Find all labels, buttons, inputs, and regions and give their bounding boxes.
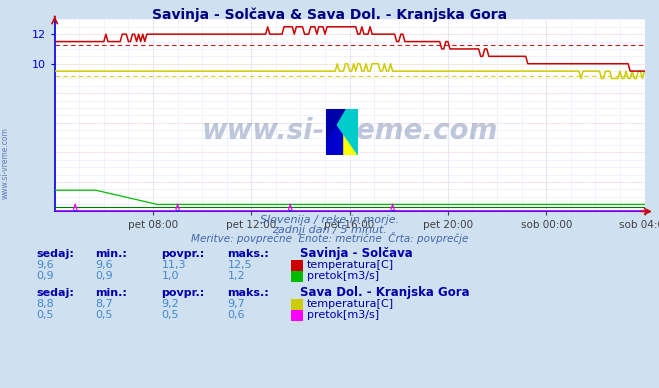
Text: povpr.:: povpr.: <box>161 288 205 298</box>
Text: 0,9: 0,9 <box>36 271 54 281</box>
Text: pretok[m3/s]: pretok[m3/s] <box>307 271 379 281</box>
Text: sedaj:: sedaj: <box>36 288 74 298</box>
Text: Slovenija / reke in morje.: Slovenija / reke in morje. <box>260 215 399 225</box>
Text: temperatura[C]: temperatura[C] <box>307 299 394 309</box>
Text: www.si-vreme.com: www.si-vreme.com <box>1 127 10 199</box>
Text: sedaj:: sedaj: <box>36 249 74 259</box>
Text: 12,5: 12,5 <box>227 260 252 270</box>
Bar <box>342 109 358 155</box>
Text: Sava Dol. - Kranjska Gora: Sava Dol. - Kranjska Gora <box>300 286 469 299</box>
Text: 1,2: 1,2 <box>227 271 245 281</box>
Text: 9,6: 9,6 <box>36 260 54 270</box>
Text: www.si-vreme.com: www.si-vreme.com <box>202 117 498 145</box>
Text: povpr.:: povpr.: <box>161 249 205 259</box>
Text: zadnji dan / 5 minut.: zadnji dan / 5 minut. <box>272 225 387 235</box>
Text: maks.:: maks.: <box>227 249 269 259</box>
Text: 0,5: 0,5 <box>161 310 179 320</box>
Text: pretok[m3/s]: pretok[m3/s] <box>307 310 379 320</box>
Text: 0,9: 0,9 <box>96 271 113 281</box>
Text: 1,0: 1,0 <box>161 271 179 281</box>
Text: 0,6: 0,6 <box>227 310 245 320</box>
Text: 9,7: 9,7 <box>227 299 245 309</box>
Text: maks.:: maks.: <box>227 288 269 298</box>
Text: 0,5: 0,5 <box>36 310 54 320</box>
Text: 9,6: 9,6 <box>96 260 113 270</box>
Text: Savinja - Solčava & Sava Dol. - Kranjska Gora: Savinja - Solčava & Sava Dol. - Kranjska… <box>152 7 507 22</box>
Text: Savinja - Solčava: Savinja - Solčava <box>300 247 413 260</box>
Polygon shape <box>326 109 345 141</box>
Text: min.:: min.: <box>96 288 127 298</box>
Text: min.:: min.: <box>96 249 127 259</box>
Text: temperatura[C]: temperatura[C] <box>307 260 394 270</box>
Text: 0,5: 0,5 <box>96 310 113 320</box>
Text: 8,7: 8,7 <box>96 299 113 309</box>
Text: 9,2: 9,2 <box>161 299 179 309</box>
Text: 8,8: 8,8 <box>36 299 54 309</box>
Text: Meritve: povprečne  Enote: metrične  Črta: povprečje: Meritve: povprečne Enote: metrične Črta:… <box>191 232 468 244</box>
Bar <box>326 109 342 155</box>
Text: 11,3: 11,3 <box>161 260 186 270</box>
Polygon shape <box>326 109 358 155</box>
